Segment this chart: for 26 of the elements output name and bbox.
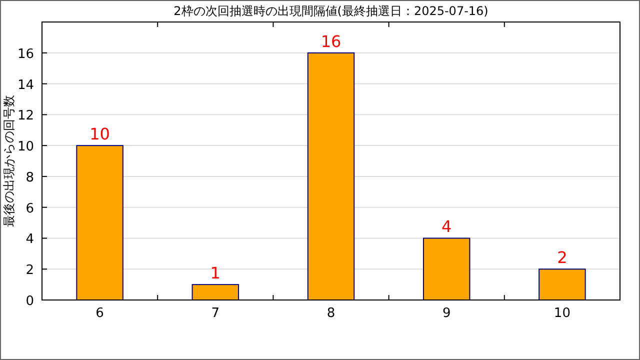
y-tick-label: 16	[17, 46, 34, 62]
y-tick-label: 6	[26, 201, 34, 216]
data-label: 2	[557, 248, 568, 268]
y-axis-title: 最後の出現からの回号数	[2, 95, 16, 227]
x-tick-label: 9	[442, 306, 451, 321]
y-tick-label: 0	[26, 294, 34, 309]
data-label: 4	[442, 217, 452, 236]
y-tick-label: 2	[26, 263, 34, 278]
data-label: 1	[210, 264, 220, 283]
bar	[307, 52, 355, 300]
x-tick-label: 8	[326, 306, 336, 321]
x-tick-label: 10	[554, 306, 570, 321]
y-tick-label: 14	[17, 78, 34, 93]
bar	[76, 145, 124, 300]
data-label: 10	[90, 124, 110, 144]
x-tick-label: 6	[96, 306, 104, 321]
y-tick-label: 4	[26, 232, 34, 248]
y-tick-label: 12	[17, 108, 34, 124]
chart-title: 2枠の次回抽選時の出現間隔値(最終抽選日：2025-07-16)	[174, 4, 488, 18]
y-tick-label: 8	[26, 170, 34, 186]
bar	[538, 268, 586, 300]
bar	[192, 284, 240, 300]
data-label: 16	[320, 32, 342, 51]
y-tick-label: 10	[17, 140, 34, 155]
x-tick-label: 7	[211, 306, 220, 321]
bar	[422, 238, 470, 300]
